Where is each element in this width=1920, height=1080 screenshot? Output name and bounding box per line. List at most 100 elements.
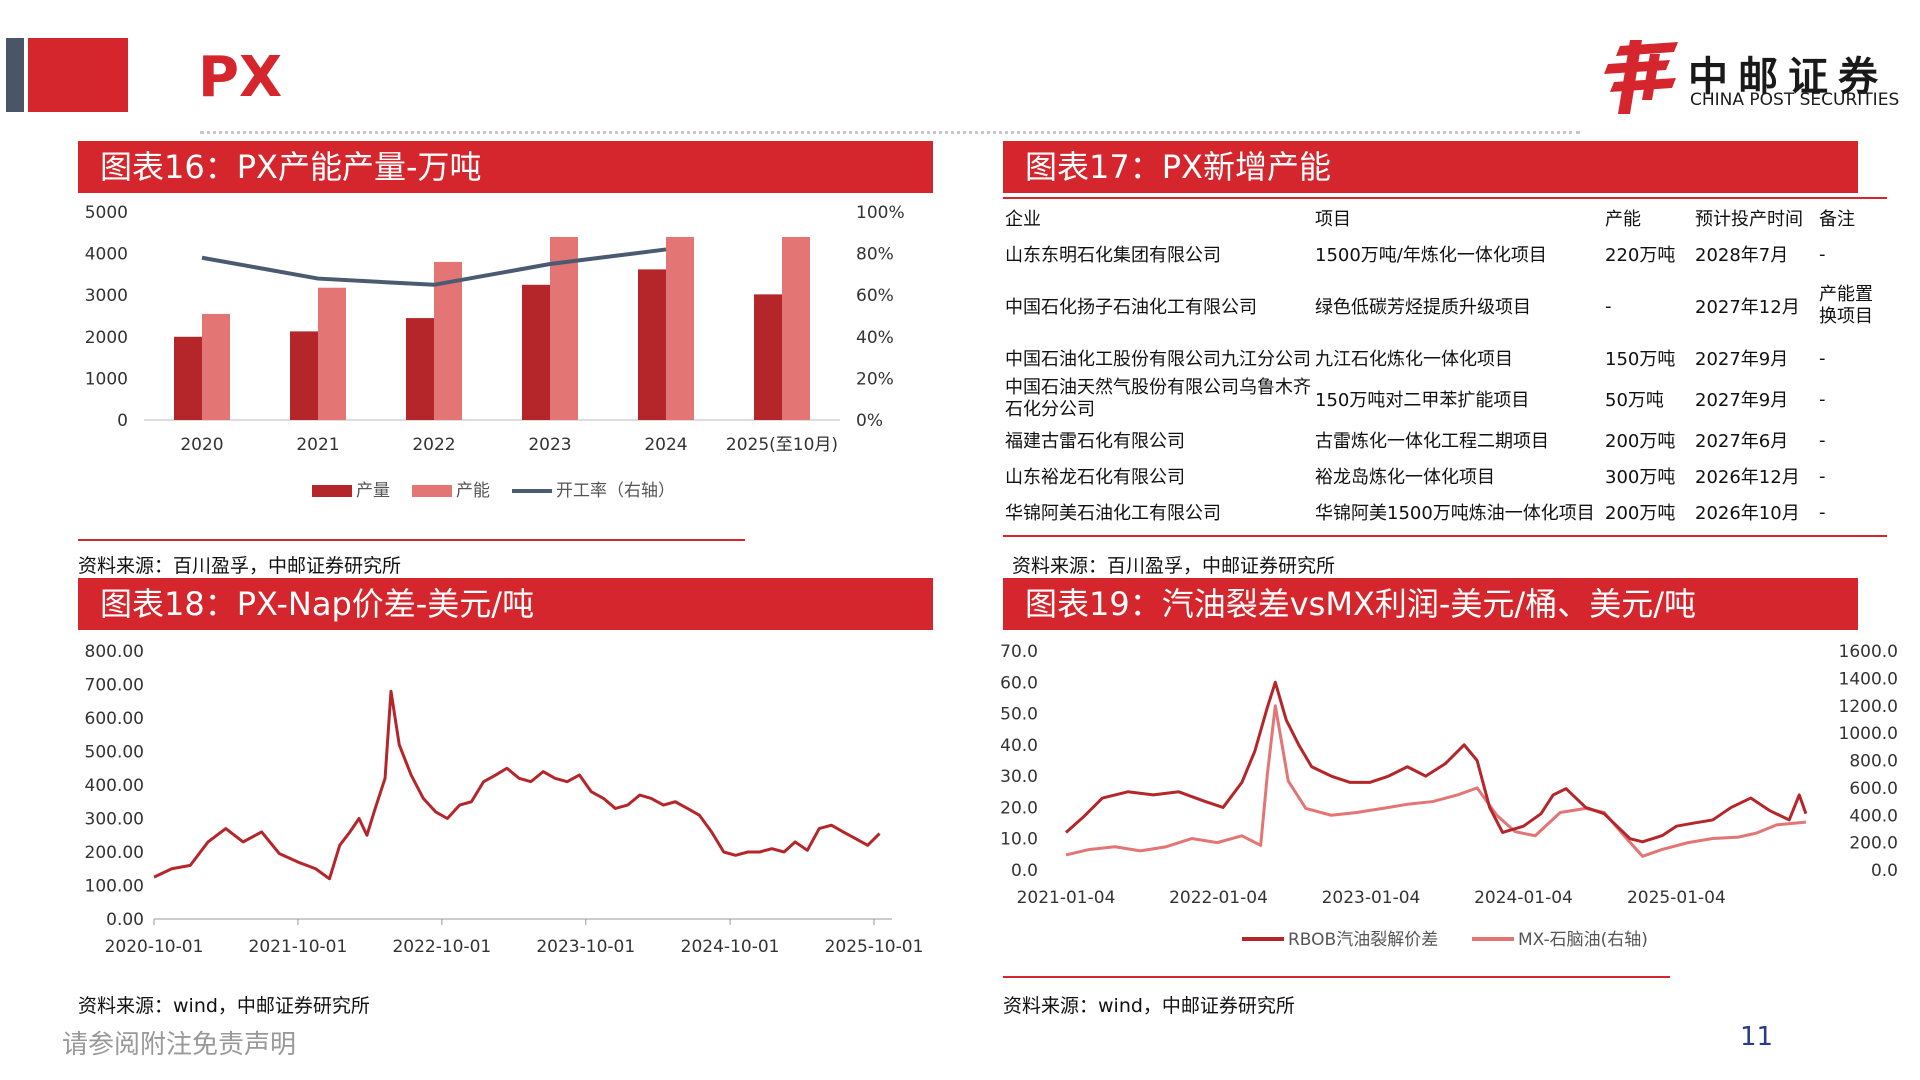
y-tick-label-left: 60.0 — [1000, 673, 1038, 693]
company-logo: 中邮证券 CHINA POST SECURITIES — [1600, 40, 1900, 115]
header-accent-red — [28, 38, 128, 112]
y-tick-label: 700.00 — [85, 676, 144, 696]
table-cell: 山东裕龙石化有限公司 — [1005, 467, 1185, 488]
fig16-rule — [78, 539, 745, 541]
table-cell: 福建古雷石化有限公司 — [1005, 431, 1185, 452]
y-tick-label: 200.00 — [85, 843, 144, 863]
table-cell: 中国石油天然气股份有限公司乌鲁木齐石化分公司 — [1005, 377, 1311, 420]
bar-1-0 — [202, 313, 230, 420]
bar-1-5 — [782, 236, 810, 420]
line-px-nap-spread — [153, 689, 881, 881]
bar-0-5 — [754, 294, 782, 420]
y-tick-label: 500.00 — [85, 743, 144, 763]
page-title: PX — [198, 45, 283, 110]
fig17-source: 资料来源：百川盈孚，中邮证券研究所 — [1012, 555, 1336, 577]
y-tick-label-left: 0 — [117, 411, 128, 431]
table-row: 中国石化扬子石油化工有限公司 绿色低碳芳烃提质升级项目 - 2027年12月 产能置换项… — [1003, 272, 1887, 340]
y-tick-label-left: 30.0 — [1000, 767, 1038, 787]
disclaimer-note: 请参阅附注免责声明 — [62, 1030, 297, 1060]
x-tick-label: 2020 — [180, 435, 223, 455]
table-cell: 200万吨 — [1605, 503, 1676, 524]
y-tick-label-right: 1600.0 — [1839, 642, 1898, 662]
table-cell: 2028年7月 — [1695, 245, 1789, 266]
page-number: 11 — [1740, 1022, 1774, 1052]
logo-text-en: CHINA POST SECURITIES — [1690, 90, 1900, 110]
table-cell: 绿色低碳芳烃提质升级项目 — [1315, 297, 1531, 318]
table-cell: 中国石化扬子石油化工有限公司 — [1005, 297, 1257, 318]
y-tick-label: 400.00 — [85, 776, 144, 796]
table-header-cell: 企业 — [1005, 209, 1041, 230]
table-cell: - — [1605, 295, 1612, 317]
table-cell: 2026年12月 — [1695, 467, 1800, 488]
table-row: 山东裕龙石化有限公司 裕龙岛炼化一体化项目 300万吨 2026年12月 - — [1003, 458, 1887, 494]
x-tick-label: 2023-10-01 — [536, 937, 635, 957]
table-cell: 山东东明石化集团有限公司 — [1005, 245, 1221, 266]
x-tick-label: 2021-10-01 — [249, 937, 348, 957]
table-cell: 2026年10月 — [1695, 503, 1800, 524]
x-tick-label: 2025(至10月) — [726, 435, 838, 455]
bar-1-4 — [666, 236, 694, 420]
y-tick-label-left: 40.0 — [1000, 736, 1038, 756]
table-cell: 1500万吨/年炼化一体化项目 — [1315, 245, 1547, 266]
table-cell: 华锦阿美1500万吨炼油一体化项目 — [1315, 503, 1595, 524]
y-tick-label: 300.00 — [85, 810, 144, 830]
logo-text-cn: 中邮证券 — [1688, 54, 1888, 100]
line-utilization — [201, 247, 667, 287]
legend-label: RBOB汽油裂解价差 — [1288, 930, 1438, 950]
table-cell: 裕龙岛炼化一体化项目 — [1315, 467, 1495, 488]
bar-1-1 — [318, 287, 346, 420]
y-tick-label-right: 1400.0 — [1839, 669, 1898, 689]
x-tick-label: 2025-01-04 — [1627, 888, 1726, 908]
bar-0-1 — [290, 331, 318, 420]
y-tick-label-right: 600.0 — [1849, 779, 1898, 799]
table-cell: 九江石化炼化一体化项目 — [1315, 349, 1513, 370]
fig17-rule-bottom — [1003, 535, 1887, 537]
table-cell: 中国石油化工股份有限公司九江分公司 — [1005, 349, 1311, 370]
y-tick-label-left: 2000 — [85, 328, 128, 348]
y-tick-label: 100.00 — [85, 877, 144, 897]
fig18-source: 资料来源：wind，中邮证券研究所 — [78, 995, 370, 1017]
fig19-rule — [1003, 976, 1670, 978]
x-tick-label: 2025-10-01 — [825, 937, 924, 957]
bar-0-2 — [406, 318, 434, 420]
bar-0-0 — [174, 336, 202, 420]
table-cell: - — [1819, 429, 1826, 451]
y-tick-label-left: 4000 — [85, 245, 128, 265]
table-cell: 300万吨 — [1605, 467, 1676, 488]
fig17-rule-top — [1003, 197, 1887, 199]
legend-swatch — [412, 485, 452, 497]
legend-label: MX-石脑油(右轴) — [1518, 930, 1648, 950]
table-cell: - — [1819, 388, 1826, 410]
table-header-cell: 预计投产时间 — [1695, 209, 1803, 230]
fig18-title: 图表18：PX-Nap价差-美元/吨 — [78, 578, 933, 630]
y-tick-label-right: 0% — [856, 411, 883, 431]
bar-1-2 — [434, 261, 462, 420]
y-tick-label: 0.00 — [106, 910, 144, 930]
x-tick-label: 2024-01-04 — [1474, 888, 1573, 908]
table-cell: 古雷炼化一体化工程二期项目 — [1315, 431, 1549, 452]
fig19-source: 资料来源：wind，中邮证券研究所 — [1003, 995, 1295, 1017]
x-tick-label: 2022-01-04 — [1169, 888, 1268, 908]
fig16-chart: 0 1000 2000 3000 4000 5000 0% 20% 40% 60% 80% 100% 2… — [85, 203, 905, 501]
legend-swatch — [312, 485, 352, 497]
header-divider — [200, 131, 1580, 134]
y-tick-label-left: 3000 — [85, 286, 128, 306]
table-cell: - — [1819, 347, 1826, 369]
x-tick-label: 2020-10-01 — [105, 937, 204, 957]
table-cell: 200万吨 — [1605, 431, 1676, 452]
table-header-cell: 产能 — [1605, 209, 1641, 230]
y-tick-label-left: 0.0 — [1011, 861, 1038, 881]
y-tick-label: 800.00 — [85, 642, 144, 662]
x-tick-label: 2024-10-01 — [681, 937, 780, 957]
legend-label: 产量 — [356, 481, 390, 501]
table-cell: 150万吨对二甲苯扩能项目 — [1315, 390, 1530, 411]
bar-0-3 — [522, 284, 550, 420]
y-tick-label-right: 80% — [856, 245, 894, 265]
fig19-chart: 0.0 10.0 20.0 30.0 40.0 50.0 60.0 70.0 0.0 200.0 4… — [1000, 642, 1898, 950]
x-tick-label: 2021 — [296, 435, 339, 455]
table-cell: - — [1819, 243, 1826, 265]
fig17-title: 图表17：PX新增产能 — [1003, 141, 1858, 193]
x-tick-label: 2022-10-01 — [392, 937, 491, 957]
logo-mark-icon — [1604, 40, 1678, 114]
y-tick-label-left: 10.0 — [1000, 830, 1038, 850]
